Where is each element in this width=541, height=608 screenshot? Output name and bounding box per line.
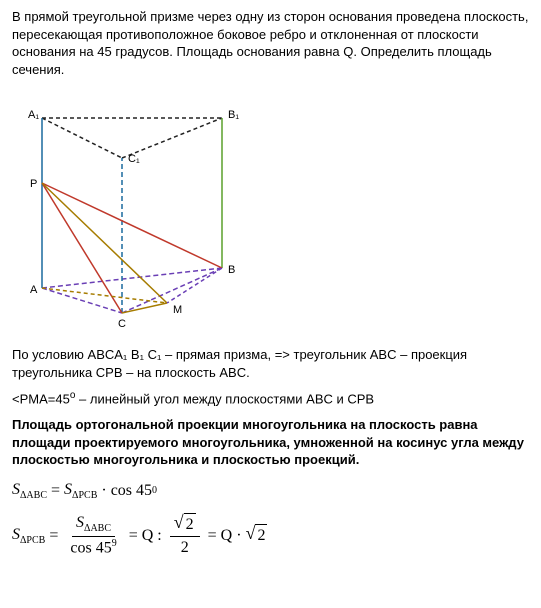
formula-1: SΔABC = SΔPCB · cos 450 [12, 479, 529, 503]
sqrt2b: √2 [246, 524, 268, 547]
f2-lhs: SΔPCB [12, 524, 45, 548]
formula-2: SΔPCB = SΔABC cos 459 = Q : √2 2 = Q · √… [12, 512, 529, 559]
eq4: = [204, 525, 221, 547]
svg-text:A₁: A₁ [28, 109, 39, 121]
solution-line-1: По условию ABCA₁ B₁ C₁ – прямая призма, … [12, 346, 529, 381]
svg-text:M: M [173, 304, 182, 316]
f1-sup: 0 [152, 484, 157, 498]
problem-text: В прямой треугольной призме через одну и… [12, 8, 529, 78]
rad-b: 2 [255, 524, 267, 547]
eq3: = [125, 525, 142, 547]
f2-frac2: √2 2 [170, 513, 200, 558]
sol-3-text: Площадь ортогональной проекции многоугол… [12, 417, 524, 467]
sol-2a: <PMA=45 [12, 392, 70, 407]
problem-body: В прямой треугольной призме через одну и… [12, 9, 528, 77]
f1-rhs-s: SΔPCB [64, 479, 97, 503]
eq: = [47, 480, 64, 502]
f1-lhs: SΔABC [12, 479, 47, 503]
f2-den-deg: 45 [96, 540, 112, 557]
f2-frac1: SΔABC cos 459 [66, 512, 120, 559]
f1-lhs-sub: ΔABC [20, 490, 47, 501]
svg-text:C: C [118, 318, 126, 328]
sol-1-text: По условию ABCA₁ B₁ C₁ – прямая призма, … [12, 347, 467, 380]
svg-text:P: P [30, 178, 37, 190]
solution-line-2: <PMA=45o – линейный угол между плоскостя… [12, 389, 529, 408]
colon: : [153, 525, 165, 547]
rad-a: 2 [184, 513, 196, 536]
svg-text:A: A [30, 284, 38, 296]
f2-den-sup: 9 [112, 538, 117, 549]
f2-q1: Q [142, 525, 154, 547]
deg-o: o [70, 390, 76, 401]
svg-text:C₁: C₁ [128, 153, 140, 165]
svg-text:B: B [228, 264, 235, 276]
diagram-svg: A B C A₁ B₁ C₁ P M [12, 88, 262, 328]
f2-num-sub: ΔABC [84, 524, 111, 535]
svg-text:B₁: B₁ [228, 109, 239, 121]
f1-deg: 45 [136, 480, 152, 502]
f2-num: SΔABC [72, 512, 115, 537]
prism-diagram: A B C A₁ B₁ C₁ P M [12, 88, 529, 328]
dot2: · [232, 525, 245, 547]
f2-lhs-sub: ΔPCB [20, 535, 45, 546]
f2-q2: Q [221, 525, 233, 547]
theorem-statement: Площадь ортогональной проекции многоугол… [12, 416, 529, 469]
eq2: = [45, 525, 62, 547]
sol-2b: – линейный угол между плоскостями ABC и … [79, 392, 374, 407]
f2-den2: 2 [177, 537, 193, 559]
f2-den: cos 459 [66, 537, 120, 559]
f1-rhs-sub: ΔPCB [72, 490, 97, 501]
f2-num2: √2 [170, 513, 200, 537]
dot: · cos [97, 480, 136, 502]
sqrt2a: √2 [174, 513, 196, 536]
